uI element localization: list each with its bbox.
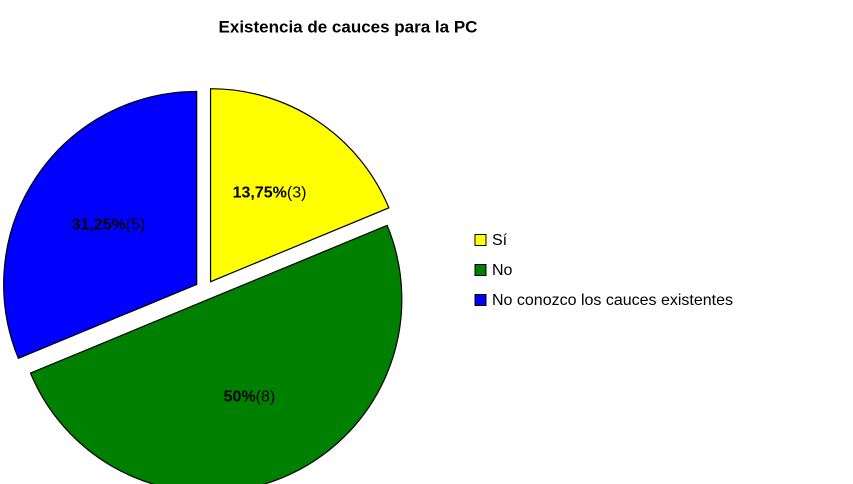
pie-slice	[29, 224, 403, 484]
percent-label: 50%	[224, 389, 256, 406]
data-label: 13,75%(3)	[233, 185, 307, 202]
percent-label: 31,25%	[72, 217, 126, 234]
data-label: 50%(8)	[224, 389, 276, 406]
legend-swatch	[474, 234, 487, 246]
pie-slice	[209, 88, 390, 283]
legend-label: No conozco los cauces existentes	[492, 292, 733, 309]
percent-label: 13,75%	[233, 185, 287, 202]
legend-label: Sí	[492, 232, 508, 249]
chart-title: Existencia de cauces para la PC	[219, 17, 478, 36]
data-label: 31,25%(5)	[72, 217, 146, 234]
legend-swatch	[474, 294, 487, 306]
count-label: (3)	[287, 185, 307, 202]
pie-slice	[3, 90, 198, 360]
count-label: (5)	[126, 217, 146, 234]
legend-swatch	[474, 264, 487, 276]
count-label: (8)	[256, 389, 276, 406]
legend-label: No	[492, 262, 513, 279]
